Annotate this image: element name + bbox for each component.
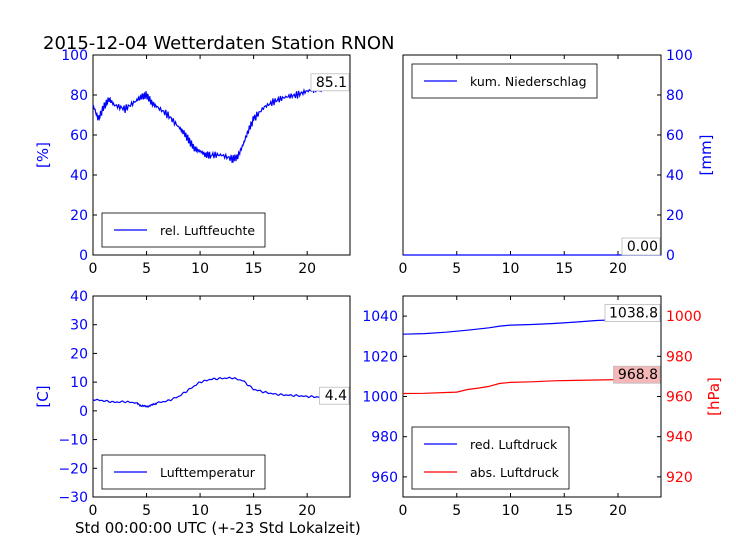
x-tick-label: 20 — [298, 261, 316, 277]
y-tick-label: −10 — [58, 433, 88, 449]
legend-box — [411, 63, 598, 99]
y-tick-label: 10 — [70, 375, 88, 391]
x-tick-label: 10 — [502, 503, 520, 519]
plot-frame — [92, 54, 351, 256]
end-value-label: 4.4 — [325, 388, 347, 404]
x-tick-label: 20 — [609, 261, 627, 277]
y-axis-label: [C] — [34, 385, 52, 407]
y-tick-label-right: 960 — [666, 390, 693, 406]
legend-box — [411, 426, 570, 490]
x-tick-label: 10 — [191, 503, 209, 519]
y-tick-label: 0 — [79, 404, 88, 420]
y-tick-label-right: 20 — [666, 208, 684, 224]
x-tick-label: 15 — [245, 503, 263, 519]
x-tick-label: 5 — [142, 503, 151, 519]
series-line-1 — [402, 378, 662, 395]
y-tick-label-right: 100 — [666, 48, 693, 64]
series-line-0 — [92, 376, 351, 408]
x-tick-label: 5 — [452, 503, 461, 519]
y-tick-label-right: 940 — [666, 430, 693, 446]
x-tick-label: 5 — [452, 261, 461, 277]
y-tick-label: 30 — [70, 318, 88, 334]
y-tick-label: 0 — [79, 248, 88, 264]
y-tick-label-right: 0 — [666, 248, 675, 264]
x-tick-label: 10 — [502, 261, 520, 277]
x-tick-label: 15 — [555, 503, 573, 519]
y-tick-label: −20 — [58, 461, 88, 477]
legend-label: abs. Luftdruck — [470, 465, 560, 480]
legend-label: red. Luftdruck — [470, 437, 558, 452]
panel-temperature: 0 5 10 15 20 −30 −20 −10 0 10 20 30 40 [C] 4.4 Lufttemp… — [34, 289, 351, 519]
y-tick-label: 40 — [70, 289, 88, 305]
y-tick-label-right: 920 — [666, 470, 693, 486]
series-line-0 — [92, 80, 351, 164]
end-value-box — [604, 304, 661, 322]
y-tick-label: 980 — [371, 430, 398, 446]
y-tick-label: 80 — [70, 88, 88, 104]
x-tick-label: 0 — [89, 503, 98, 519]
y-tick-label: 1020 — [362, 349, 398, 365]
legend-label: Lufttemperatur — [160, 465, 256, 480]
y-tick-label: 40 — [70, 168, 88, 184]
panel-humidity: 0 5 10 15 20 0 20 40 60 80 100 [%] 85.1 rel. Luftfeuc… — [34, 48, 351, 277]
end-value-label: 85.1 — [316, 75, 347, 91]
x-tick-label: 15 — [245, 261, 263, 277]
x-tick-label: 0 — [399, 261, 408, 277]
end-value-box — [621, 237, 661, 256]
plot-frame — [92, 295, 351, 498]
y-tick-label: 1040 — [362, 309, 398, 325]
x-tick-label: 10 — [191, 261, 209, 277]
end-value-label: 0.00 — [627, 239, 658, 255]
x-tick-label: 20 — [609, 503, 627, 519]
legend-box — [101, 212, 266, 248]
x-tick-label: 0 — [399, 503, 408, 519]
end-value-label: 1038.8 — [609, 305, 658, 321]
figure-title: 2015-12-04 Wetterdaten Station RNON — [43, 33, 394, 54]
end-value-box — [310, 73, 350, 92]
y-axis-label: [mm] — [697, 135, 715, 176]
y-tick-label: 960 — [371, 470, 398, 486]
y-tick-label-right: 1000 — [666, 309, 702, 325]
y-tick-label: 60 — [70, 128, 88, 144]
y-tick-label: 1000 — [362, 390, 398, 406]
y-tick-label-right: 80 — [666, 88, 684, 104]
panel-precipitation: 0 5 10 15 20 0 20 40 60 80 100 [mm] 0.00 kum. Nieders… — [399, 48, 715, 277]
y-axis-label: [%] — [34, 142, 52, 168]
y-axis-label-right: [hPa] — [705, 377, 723, 416]
y-tick-label-right: 60 — [666, 128, 684, 144]
end-value-label: 968.8 — [618, 367, 658, 383]
x-axis-label: Std 00:00:00 UTC (+-23 Std Lokalzeit) — [75, 519, 361, 537]
end-value-box — [613, 365, 661, 384]
legend-label: rel. Luftfeuchte — [160, 223, 255, 238]
y-tick-label-right: 980 — [666, 349, 693, 365]
y-tick-label: 20 — [70, 346, 88, 362]
x-tick-label: 0 — [89, 261, 98, 277]
legend-label: kum. Niederschlag — [470, 74, 587, 89]
y-tick-label-right: 40 — [666, 168, 684, 184]
y-tick-label: 100 — [61, 48, 88, 64]
end-value-box — [319, 386, 350, 405]
y-tick-label: 20 — [70, 208, 88, 224]
x-tick-label: 20 — [298, 503, 316, 519]
x-tick-label: 5 — [142, 261, 151, 277]
x-tick-label: 15 — [555, 261, 573, 277]
y-tick-label: −30 — [58, 490, 88, 506]
panel-pressure: 0 5 10 15 20 960 980 1000 1020 1040 920 940 960 980 10… — [362, 295, 723, 519]
